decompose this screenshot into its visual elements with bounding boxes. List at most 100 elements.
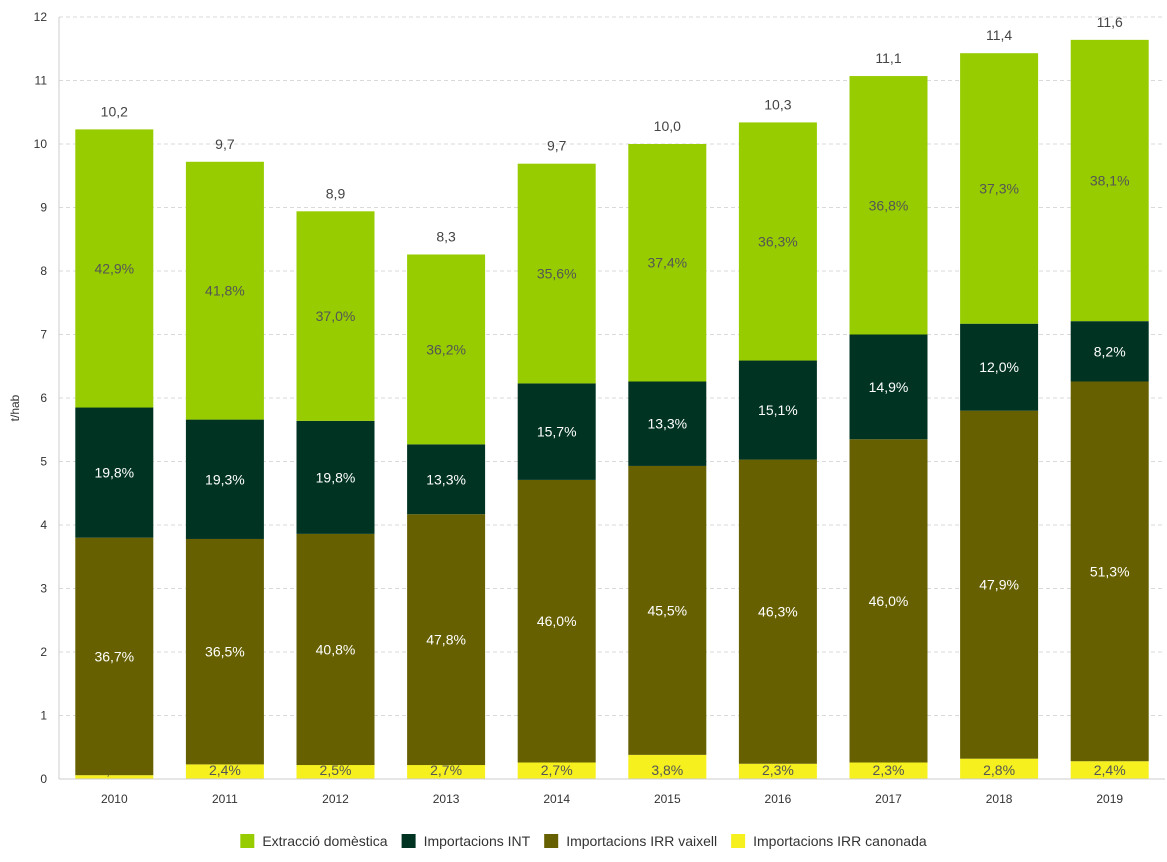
bar-segment <box>517 383 596 480</box>
bar-segment <box>628 465 707 755</box>
bar-segment <box>407 765 486 779</box>
bar-segment <box>75 537 154 776</box>
bar-segment <box>185 538 264 765</box>
segment-label: 2,3% <box>762 762 794 778</box>
segment-label: 35,6% <box>537 266 577 282</box>
x-tick-label: 2015 <box>654 792 681 806</box>
bar-segment <box>738 459 817 764</box>
y-tick-label: 0 <box>40 772 47 786</box>
y-axis-label: t/hab <box>8 394 22 421</box>
segment-label: 2,4% <box>209 762 241 778</box>
y-tick-label: 1 <box>40 709 47 723</box>
bar-segment <box>296 211 375 421</box>
legend-swatch <box>731 834 746 848</box>
segment-label: 15,1% <box>758 402 798 418</box>
x-tick-label: 2013 <box>433 792 460 806</box>
bar-total-label: 8,3 <box>436 228 456 244</box>
y-tick-label: 9 <box>40 201 47 215</box>
bar-total-label: 10,0 <box>654 118 681 134</box>
segment-label: 37,0% <box>316 308 356 324</box>
bar-segment <box>517 479 596 763</box>
segment-label: 14,9% <box>869 379 909 395</box>
bar-segment <box>1070 39 1149 322</box>
bar-total-label: 10,2 <box>101 103 128 119</box>
bar-total-label: 11,6 <box>1097 14 1123 30</box>
bar-segment <box>960 323 1039 411</box>
legend-swatch <box>401 834 416 848</box>
segment-label: 47,9% <box>979 577 1019 593</box>
y-tick-label: 7 <box>40 328 47 342</box>
y-tick-label: 2 <box>40 645 47 659</box>
segment-label: 2,7% <box>541 762 573 778</box>
segment-label: 51,3% <box>1090 563 1130 579</box>
segment-label: 2,5% <box>320 762 352 778</box>
bar-segment <box>75 129 154 408</box>
segment-label: 46,0% <box>869 593 909 609</box>
segment-label: 19,3% <box>205 471 245 487</box>
segment-label: 41,8% <box>205 283 245 299</box>
y-tick-label: 8 <box>40 264 47 278</box>
bar-segment <box>849 439 928 763</box>
bar-segment <box>738 360 817 460</box>
legend: Extracció domèstica Importacions INT Impor… <box>240 833 927 849</box>
segment-label: 36,7% <box>94 648 134 664</box>
segment-label: 37,3% <box>979 180 1019 196</box>
legend-label: Importacions IRR vaixell <box>566 833 717 849</box>
bar-segment <box>849 76 928 335</box>
y-tick-label: 4 <box>40 518 47 532</box>
x-tick-label: 2011 <box>212 792 238 806</box>
segment-label: 2,7% <box>430 762 462 778</box>
segment-label: 36,8% <box>869 197 909 213</box>
legend-label: Importacions INT <box>424 833 531 849</box>
segment-label: 8,2% <box>1094 343 1126 359</box>
bar-segment <box>185 764 264 779</box>
bar-segment <box>296 533 375 766</box>
x-tick-label: 2012 <box>322 792 349 806</box>
legend-swatch <box>240 834 255 848</box>
bar-segment <box>960 758 1039 779</box>
bar-segment <box>1070 321 1149 382</box>
segment-label: 47,8% <box>426 632 466 648</box>
segment-label: 36,5% <box>205 644 245 660</box>
bar-segment <box>738 763 817 779</box>
bar-segment <box>75 407 154 538</box>
bar-segment <box>407 444 486 515</box>
y-tick-label: 10 <box>34 137 48 151</box>
y-tick-label: 3 <box>40 582 47 596</box>
bar-segment <box>849 762 928 779</box>
x-tick-label: 2018 <box>986 792 1013 806</box>
bar-segment <box>517 762 596 779</box>
bar-total-label: 11,1 <box>875 50 901 66</box>
segment-label: 2,4% <box>1094 762 1126 778</box>
segment-label: 40,8% <box>316 641 356 657</box>
segment-label: 46,0% <box>537 613 577 629</box>
segment-label: 13,3% <box>426 471 466 487</box>
bar-segment <box>849 334 928 440</box>
segment-label: 45,5% <box>647 602 687 618</box>
bar-segment <box>628 754 707 779</box>
segment-label: 2,8% <box>983 762 1015 778</box>
segment-label: 42,9% <box>94 260 134 276</box>
bar-total-label: 9,7 <box>215 136 235 152</box>
bar-segment <box>185 161 264 420</box>
bar-segment <box>960 53 1039 324</box>
bar-segment <box>296 420 375 534</box>
segment-label: 37,4% <box>647 255 687 271</box>
legend-label: Importacions IRR canonada <box>753 833 927 849</box>
x-tick-label: 2016 <box>765 792 792 806</box>
x-tick-label: 2019 <box>1096 792 1123 806</box>
y-tick-label: 11 <box>35 74 48 88</box>
bar-segment <box>296 765 375 779</box>
legend-label: Extracció domèstica <box>262 833 387 849</box>
segment-label: 19,8% <box>316 469 356 485</box>
bar-segment <box>628 144 707 382</box>
bar-total-label: 10,3 <box>764 96 791 112</box>
segment-label: 12,0% <box>979 359 1019 375</box>
x-tick-label: 2017 <box>875 792 902 806</box>
segment-label: 13,3% <box>647 416 687 432</box>
segment-label: 2,3% <box>873 762 905 778</box>
y-tick-label: 5 <box>40 455 47 469</box>
bar-segment <box>628 381 707 466</box>
bars: 0,6%36,7%19,8%42,9%10,22,4%36,5%19,3%41,… <box>75 14 1149 779</box>
